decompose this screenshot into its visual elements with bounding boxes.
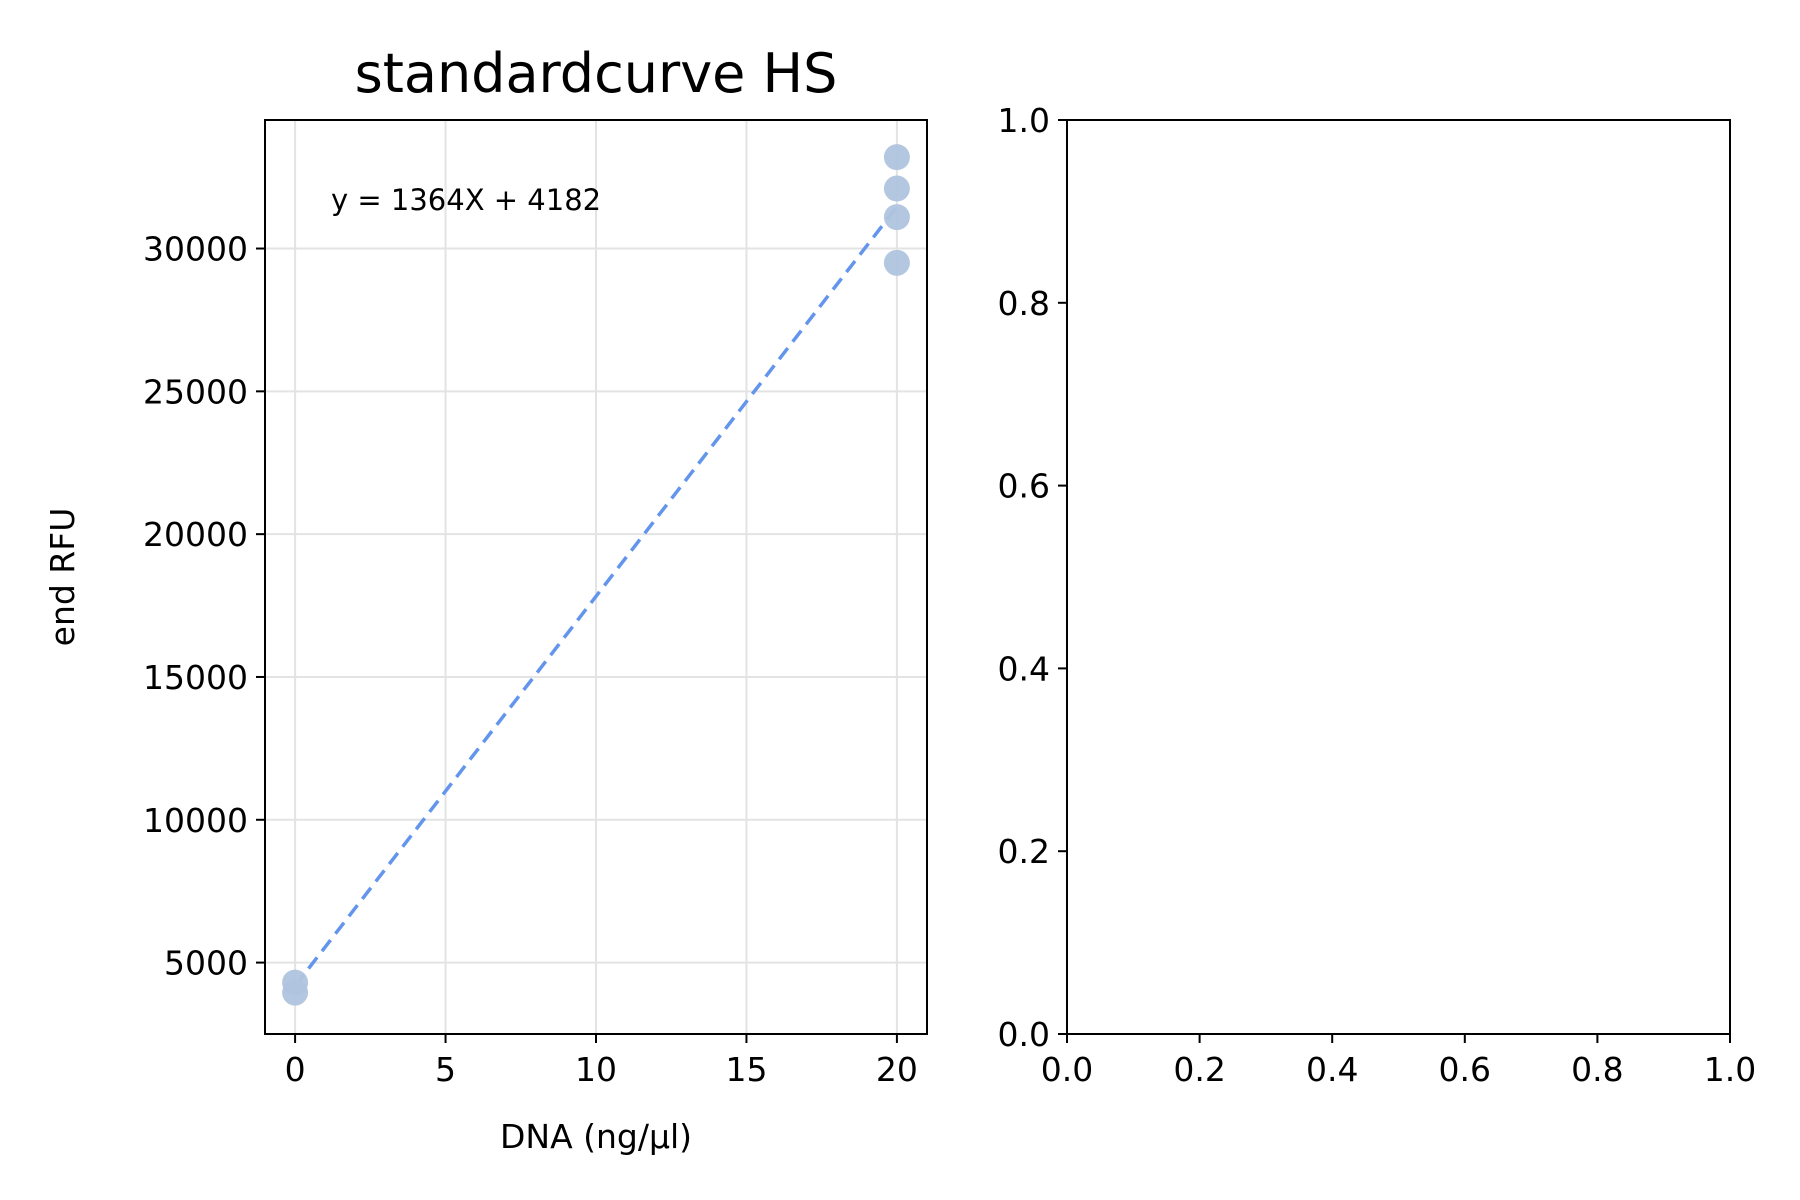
y-tick-label: 0.6	[998, 467, 1050, 506]
x-tick-label: 1.0	[1704, 1050, 1756, 1089]
y-tick-label: 0.8	[998, 284, 1050, 323]
left-x-ticks: 0 5 10 15 20	[285, 1034, 918, 1089]
y-tick-label: 20000	[143, 515, 248, 554]
chart-title: standardcurve HS	[355, 42, 838, 105]
y-tick-label: 10000	[143, 801, 248, 840]
right-plot: 0.0 0.2 0.4 0.6 0.8 1.0 0.0 0.2 0.4 0.6 0.8 1.0	[998, 101, 1757, 1089]
x-tick-label: 20	[876, 1050, 918, 1089]
y-tick-label: 15000	[143, 658, 248, 697]
y-tick-label: 5000	[164, 944, 248, 983]
data-point	[883, 249, 910, 276]
x-tick-label: 0.0	[1041, 1050, 1093, 1089]
data-point	[883, 175, 910, 202]
data-point	[883, 204, 910, 231]
y-tick-label: 25000	[143, 372, 248, 411]
x-tick-label: 0	[285, 1050, 306, 1089]
x-tick-label: 0.6	[1439, 1050, 1491, 1089]
y-tick-label: 0.0	[998, 1015, 1050, 1054]
right-y-ticks: 0.0 0.2 0.4 0.6 0.8 1.0	[998, 101, 1067, 1054]
left-plot: 0 5 10 15 20 5000 10000 15000 20000 25000 30000 s…	[43, 42, 928, 1156]
y-tick-label: 0.4	[998, 649, 1050, 688]
y-axis-label: end RFU	[43, 508, 82, 647]
x-tick-label: 15	[725, 1050, 767, 1089]
x-axis-label: DNA (ng/µl)	[500, 1117, 692, 1156]
x-tick-label: 0.2	[1173, 1050, 1225, 1089]
x-tick-label: 10	[575, 1050, 617, 1089]
y-tick-label: 1.0	[998, 101, 1050, 140]
left-y-ticks: 5000 10000 15000 20000 25000 30000	[143, 230, 265, 983]
data-points	[282, 144, 910, 1006]
fit-equation-annotation: y = 1364X + 4182	[331, 183, 601, 217]
fit-line	[293, 205, 899, 988]
right-axes-frame	[1066, 119, 1731, 1035]
data-point	[883, 144, 910, 171]
x-tick-label: 0.4	[1306, 1050, 1358, 1089]
left-grid	[265, 120, 927, 1034]
x-tick-label: 0.8	[1571, 1050, 1623, 1089]
right-x-ticks: 0.0 0.2 0.4 0.6 0.8 1.0	[1041, 1034, 1756, 1089]
data-point	[282, 979, 309, 1006]
y-tick-label: 30000	[143, 230, 248, 269]
x-tick-label: 5	[435, 1050, 456, 1089]
y-tick-label: 0.2	[998, 832, 1050, 871]
